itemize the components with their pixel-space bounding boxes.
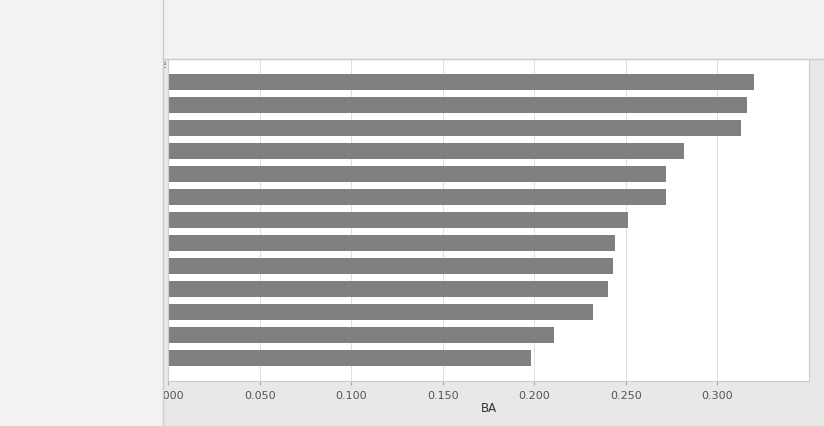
Text: Size: Size [69,222,89,231]
Bar [168,281,607,298]
Text: ▼: ▼ [317,40,324,49]
Bar [168,166,666,183]
FancyBboxPatch shape [103,195,152,236]
Circle shape [23,205,37,219]
Text: AB: AB [18,105,35,118]
Text: Columns: Columns [185,9,239,21]
FancyBboxPatch shape [6,242,81,280]
Bar [168,327,555,343]
Text: ▾: ▾ [149,170,155,181]
Bar [168,350,531,366]
Text: Detail: Detail [29,256,58,266]
Bar [168,258,613,275]
Text: SUM(BA): SUM(BA) [267,9,319,21]
Text: Color: Color [17,222,43,231]
Bar [168,212,628,229]
Text: Label: Label [115,222,141,231]
FancyBboxPatch shape [236,34,322,56]
FancyBboxPatch shape [54,195,103,236]
Bar [19,175,22,181]
Text: Rows: Rows [185,38,218,52]
Text: Filters: Filters [10,68,59,81]
FancyBboxPatch shape [236,4,350,26]
Bar [168,75,754,91]
Text: ⠿: ⠿ [171,10,179,20]
Bar [24,173,27,181]
Text: Abc
123: Abc 123 [120,200,135,219]
Bar [14,177,17,181]
Bar [168,121,742,137]
Bar [168,143,685,160]
FancyBboxPatch shape [6,195,54,236]
Text: Tooltip: Tooltip [102,256,133,266]
Bar [168,98,747,114]
X-axis label: BA: BA [480,401,497,414]
FancyBboxPatch shape [5,98,154,126]
Text: ⠿: ⠿ [171,40,179,50]
Text: Marks: Marks [10,143,56,155]
Bar [168,304,593,321]
Bar [168,189,666,206]
Text: Automatic: Automatic [36,170,93,181]
Text: Name: Name [133,58,167,71]
FancyBboxPatch shape [81,242,155,280]
Text: Name: Name [256,38,292,52]
Text: Pages: Pages [10,12,54,25]
FancyBboxPatch shape [6,163,155,189]
Bar [168,235,615,252]
